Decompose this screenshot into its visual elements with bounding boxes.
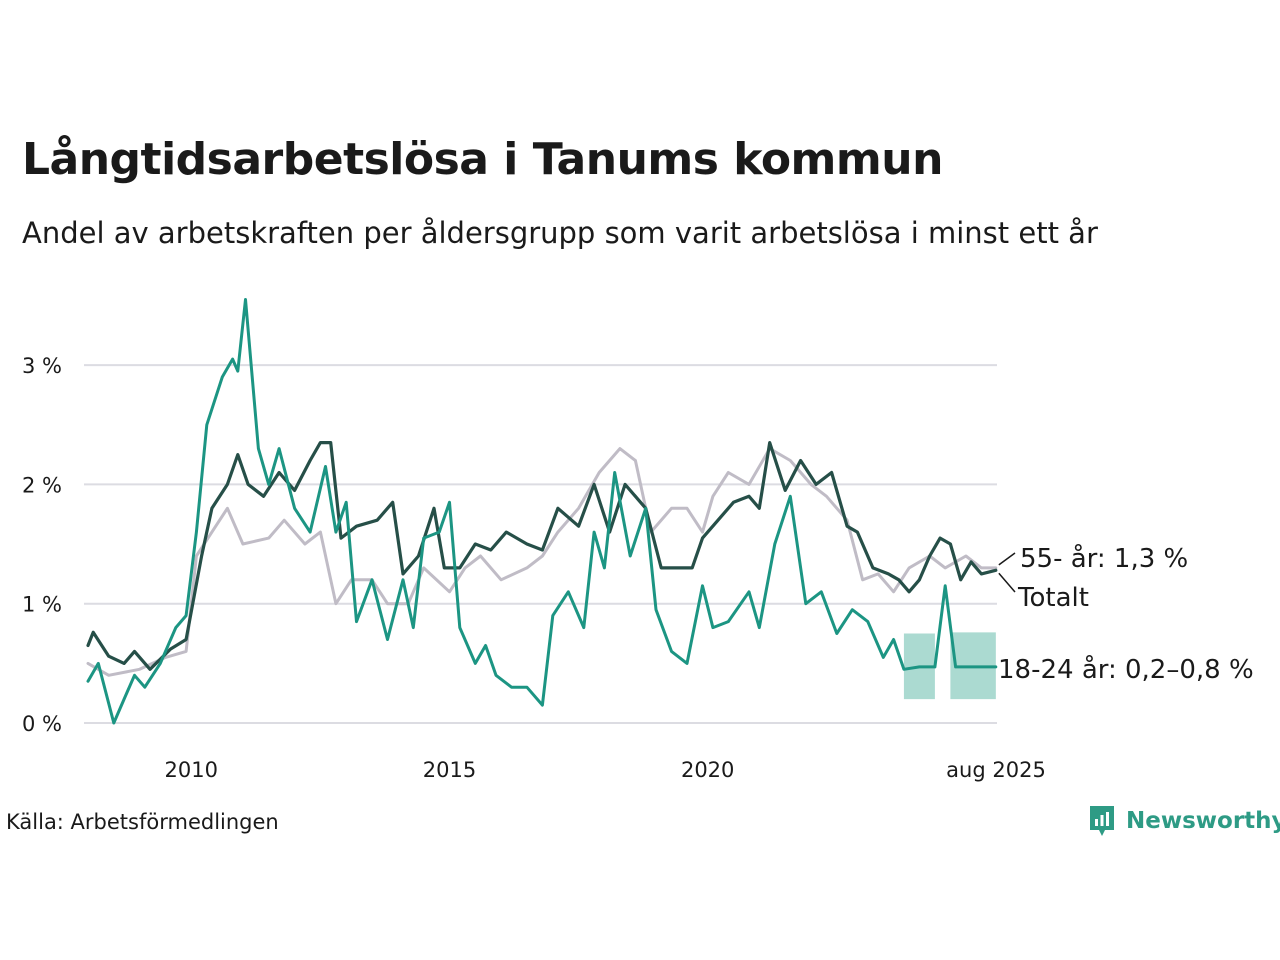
y-axis-ticks: 0 % 1 % 2 % 3 %	[22, 354, 62, 736]
label-leader-line	[998, 552, 1016, 566]
series-line-senior	[86, 447, 998, 677]
grid-lines	[84, 364, 997, 724]
source-note: Källa: Arbetsförmedlingen	[6, 810, 279, 834]
series-line-youth	[86, 298, 998, 725]
y-tick-label: 2 %	[22, 473, 62, 497]
y-tick-label: 0 %	[22, 712, 62, 736]
x-tick-label: 2015	[423, 758, 476, 782]
label-leader-line	[998, 572, 1016, 593]
x-tick-label: aug 2025	[946, 758, 1046, 782]
series-labels: 55- år: 1,3 % Totalt 18-24 år: 0,2–0,8 %	[998, 543, 1254, 685]
series-lines	[86, 298, 998, 725]
brand-name: Newsworthy	[1126, 808, 1280, 834]
newsworthy-logo-icon	[1090, 806, 1114, 836]
series-label-total: Totalt	[1017, 583, 1089, 613]
chart-title: Långtidsarbetslösa i Tanums kommun	[22, 134, 943, 185]
x-axis-ticks: 2010 2015 2020 aug 2025	[165, 758, 1046, 782]
chart-subtitle: Andel av arbetskraften per åldersgrupp s…	[22, 216, 1098, 250]
series-line-total	[86, 441, 998, 671]
x-tick-label: 2010	[165, 758, 218, 782]
y-tick-label: 3 %	[22, 354, 62, 378]
y-tick-label: 1 %	[22, 593, 62, 617]
brand-logo: Newsworthy	[1088, 804, 1280, 838]
x-tick-label: 2020	[681, 758, 734, 782]
series-label-senior: 55- år: 1,3 %	[1020, 543, 1188, 574]
series-label-youth: 18-24 år: 0,2–0,8 %	[998, 654, 1254, 685]
